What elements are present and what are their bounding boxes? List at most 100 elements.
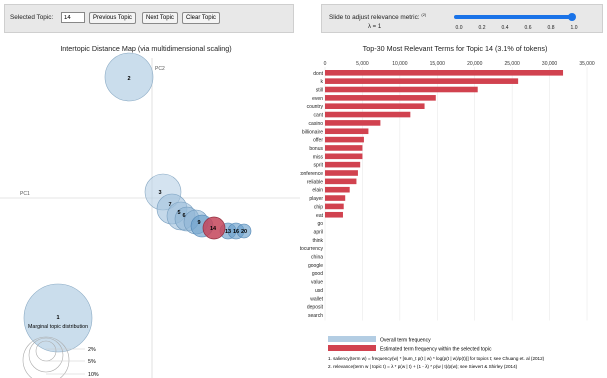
bar-sprit[interactable] xyxy=(325,161,361,168)
x-tick-label: 30,000 xyxy=(542,61,558,67)
marginal-distribution-label: Marginal topic distribution xyxy=(28,324,88,330)
term-label[interactable]: eat xyxy=(316,213,324,219)
bar-offer[interactable] xyxy=(325,136,364,143)
legend-label-estimated: Estimated term frequency within the sele… xyxy=(380,347,492,353)
bar-billionaire[interactable] xyxy=(325,128,369,135)
clear-topic-button[interactable]: Clear Topic xyxy=(182,12,220,24)
term-label[interactable]: search xyxy=(308,313,323,319)
bar-still[interactable] xyxy=(325,86,478,93)
term-label[interactable]: usd xyxy=(315,288,323,294)
term-label[interactable]: china xyxy=(311,255,323,261)
relevance-panel: Slide to adjust relevance metric: (2) λ … xyxy=(321,4,603,33)
bar-even[interactable] xyxy=(325,95,436,101)
bar-conference[interactable] xyxy=(325,170,358,176)
term-label[interactable]: cryptocurrency xyxy=(300,246,323,252)
relevance-slider-track[interactable] xyxy=(454,15,572,19)
term-label[interactable]: bonus xyxy=(309,146,323,152)
topic-label: 1 xyxy=(56,315,59,321)
term-label[interactable]: chip xyxy=(314,204,323,210)
bar-dont[interactable] xyxy=(325,70,564,76)
term-label[interactable]: player xyxy=(309,196,323,202)
term-label[interactable]: conference xyxy=(300,171,323,177)
next-topic-button[interactable]: Next Topic xyxy=(142,12,178,24)
bar-casino[interactable] xyxy=(325,120,381,126)
term-label[interactable]: april xyxy=(314,229,323,235)
relevance-slider-handle[interactable] xyxy=(568,13,576,21)
term-label[interactable]: cant xyxy=(314,113,324,119)
term-label[interactable]: elain xyxy=(312,188,323,194)
term-label[interactable]: good xyxy=(312,271,323,277)
topic-circles xyxy=(23,52,252,353)
bar-bonus[interactable] xyxy=(325,145,363,151)
selected-topic-label: Selected Topic: xyxy=(10,14,54,21)
term-label[interactable]: billionaire xyxy=(302,129,323,135)
topic-label: 3 xyxy=(158,190,161,196)
topic-circle-1[interactable] xyxy=(23,283,93,353)
term-label[interactable]: deposit xyxy=(307,305,324,311)
bar-chip[interactable] xyxy=(325,203,344,210)
intertopic-map: Intertopic Distance Map (via multidimens… xyxy=(0,44,300,378)
bars xyxy=(325,70,564,218)
topic-label: 9 xyxy=(197,220,200,226)
slider-tick: 0.4 xyxy=(501,25,509,31)
topic-label: 20 xyxy=(241,229,247,235)
footnote-saliency: 1. saliency(term w) = frequency(w) * [su… xyxy=(328,356,545,361)
x-tick-label: 15,000 xyxy=(430,61,446,67)
term-label[interactable]: offer xyxy=(313,138,323,144)
term-label[interactable]: k xyxy=(321,79,324,85)
x-tick-label: 35,000 xyxy=(579,61,595,67)
topic-label: 6 xyxy=(182,213,185,219)
term-label[interactable]: country xyxy=(307,104,324,110)
term-label[interactable]: go xyxy=(317,221,323,227)
x-tick-label: 10,000 xyxy=(392,61,408,67)
x-tick-label: 25,000 xyxy=(504,61,520,67)
chart-legend: Overall term frequency Estimated term fr… xyxy=(328,336,545,369)
slider-tick: 0.2 xyxy=(478,25,486,31)
chart-title: Top-30 Most Relevant Terms for Topic 14 … xyxy=(363,44,548,53)
bar-miss[interactable] xyxy=(325,153,363,160)
size-legend-circle-5pct xyxy=(28,337,64,373)
topic-label: 16 xyxy=(233,229,239,235)
bar-k[interactable] xyxy=(325,78,519,84)
x-tick-label: 5,000 xyxy=(356,61,369,67)
slider-tick: 0.0 xyxy=(455,25,463,31)
intertopic-map-title: Intertopic Distance Map (via multidimens… xyxy=(60,44,231,53)
term-label[interactable]: wallet xyxy=(310,296,323,302)
legend-swatch-overall xyxy=(328,336,376,342)
term-label[interactable]: sprit xyxy=(314,163,324,169)
term-label[interactable]: think xyxy=(312,238,323,244)
relevance-label: Slide to adjust relevance metric: (2) xyxy=(329,12,427,22)
relevant-terms-chart: Top-30 Most Relevant Terms for Topic 14 … xyxy=(300,44,595,369)
bar-player[interactable] xyxy=(325,195,346,201)
term-label[interactable]: miss xyxy=(313,154,324,160)
term-label[interactable]: value xyxy=(311,280,323,286)
bar-country[interactable] xyxy=(325,103,425,109)
topic-circle-20[interactable] xyxy=(236,223,252,239)
term-label[interactable]: casino xyxy=(309,121,324,127)
legend-swatch-estimated xyxy=(328,345,376,351)
y-axis-labels: dont k still even country cant casino billionai… xyxy=(300,71,324,319)
lambda-value: λ = 1 xyxy=(368,24,382,30)
term-label[interactable]: reliable xyxy=(307,179,323,185)
topic-circle-14-selected[interactable] xyxy=(202,216,226,240)
bar-elain[interactable] xyxy=(325,186,350,193)
bar-eat[interactable] xyxy=(325,211,343,218)
term-label[interactable]: still xyxy=(316,88,323,94)
bar-cant[interactable] xyxy=(325,111,411,118)
x-gridlines xyxy=(324,67,588,321)
selected-topic-input[interactable] xyxy=(61,12,85,23)
size-legend: 2% 5% 10% xyxy=(22,336,99,378)
topic-label: 7 xyxy=(168,202,171,208)
topic-circle-2[interactable] xyxy=(104,52,154,102)
x-axis-ticks: 0 5,000 10,000 15,000 20,000 25,000 30,000 35,0… xyxy=(324,61,595,67)
slider-tick: 0.8 xyxy=(547,25,555,31)
previous-topic-button[interactable]: Previous Topic xyxy=(89,12,136,24)
pc2-label: PC2 xyxy=(155,66,165,72)
bar-reliable[interactable] xyxy=(325,178,357,185)
size-legend-label: 10% xyxy=(88,372,99,378)
term-label[interactable]: even xyxy=(312,96,323,102)
topic-toolbar: Selected Topic: Previous Topic Next Topi… xyxy=(4,4,294,33)
footnote-relevance: 2. relevance(term w | topic t) = λ * p(w… xyxy=(328,364,518,369)
term-label[interactable]: dont xyxy=(313,71,323,77)
term-label[interactable]: google xyxy=(308,263,323,269)
